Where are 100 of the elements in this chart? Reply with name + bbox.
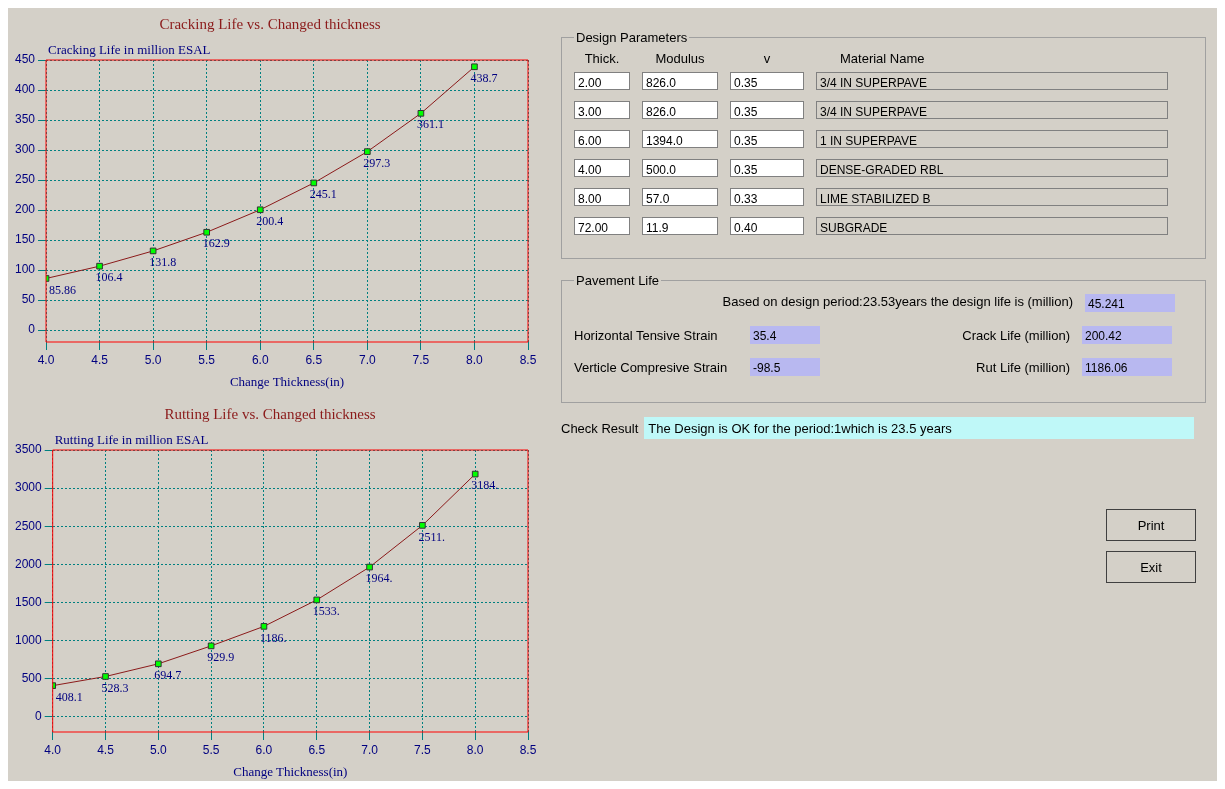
x-tick-label: 8.5: [519, 352, 537, 367]
x-tick-label: 5.5: [198, 352, 216, 367]
x-tick-label: 6.0: [251, 352, 269, 367]
x-tick-label: 7.5: [414, 742, 432, 757]
y-tick-label: 0: [35, 709, 43, 724]
x-tick-label: 6.5: [305, 352, 323, 367]
x-tick-label: 7.5: [412, 352, 430, 367]
point: [471, 63, 478, 71]
text: Pavement Life: [575, 273, 661, 288]
x-tick-label: 8.5: [519, 742, 537, 757]
y-tick-label: 150: [14, 232, 36, 247]
point: [154, 660, 162, 668]
text: Horizontal Tensive Strain: [574, 327, 719, 343]
x-tick-label: 8.0: [466, 742, 484, 757]
text: 1 IN SUPERPAVE: [816, 130, 1168, 148]
data-label: 528.3: [101, 680, 129, 695]
x-tick-label: 6.5: [308, 742, 326, 757]
data-label: 245.1: [309, 187, 337, 202]
text: 8.00: [574, 188, 630, 206]
y-tick-label: 300: [14, 142, 36, 157]
point: [207, 642, 215, 650]
text: 35.4: [750, 326, 820, 344]
text: Based on design period:23.53years the design life is (million): [722, 294, 1073, 311]
x-tick-label: 4.5: [91, 352, 109, 367]
y-tick-label: 3000: [14, 480, 43, 495]
text: 0.40: [730, 217, 804, 235]
y-tick-label: 100: [14, 262, 36, 277]
data-label: 106.4: [95, 270, 123, 285]
data-label: 408.1: [55, 689, 83, 704]
point: [203, 228, 211, 236]
data-label: 3184.: [471, 478, 499, 493]
data-label: 297.3: [363, 155, 391, 170]
text: 6.00: [574, 130, 630, 148]
text: 45.241: [1085, 294, 1175, 312]
y-tick-label: 2000: [14, 556, 43, 571]
text: Thick.: [583, 51, 621, 66]
x-tick-label: 4.5: [97, 742, 115, 757]
text: 0.35: [730, 72, 804, 90]
text: Rut Life (million): [975, 359, 1070, 375]
text: DENSE-GRADED RBL: [816, 159, 1168, 177]
text: 1186.06: [1082, 358, 1172, 376]
chart-title: Cracking Life vs. Changed thickness: [159, 15, 381, 32]
data-label: 162.9: [202, 236, 230, 251]
data-label: 85.86: [49, 282, 77, 297]
point: [96, 262, 103, 270]
y-tick-label: 3500: [14, 442, 43, 457]
text: 11.9: [642, 217, 718, 235]
text: 0.35: [730, 130, 804, 148]
y-tick-label: 400: [14, 82, 36, 97]
point: [256, 206, 264, 214]
text: 3/4 IN SUPERPAVE: [816, 101, 1168, 119]
y-tick-label: 250: [14, 172, 36, 187]
point: [310, 179, 318, 187]
text: SUBGRADE: [816, 217, 1168, 235]
x-axis-title: Change Thickness(in): [233, 763, 348, 779]
x-tick-label: 6.0: [255, 742, 273, 757]
text: 2.00: [574, 72, 630, 90]
point: [260, 623, 268, 630]
text: 4.00: [574, 159, 630, 177]
data-label: 1186.: [259, 630, 287, 645]
text: 0.33: [730, 188, 804, 206]
point: [364, 148, 371, 155]
point: [417, 110, 425, 117]
y-tick-label: 1500: [14, 594, 43, 609]
text: 0.35: [730, 101, 804, 119]
text: v: [762, 51, 772, 66]
text: Verticle Compresive Strain: [574, 359, 729, 375]
data-label: 200.4: [256, 213, 284, 228]
data-label: 929.9: [207, 650, 235, 665]
text: Material Name: [839, 51, 926, 66]
text: 200.42: [1082, 326, 1172, 344]
text: 3/4 IN SUPERPAVE: [816, 72, 1168, 90]
point: [149, 247, 157, 255]
data-label: 438.7: [470, 70, 498, 85]
x-tick-label: 5.5: [202, 742, 220, 757]
x-tick-label: 7.0: [361, 742, 379, 757]
y-tick-label: 450: [14, 52, 36, 67]
y-tick-label: 2500: [14, 518, 43, 533]
text: Exit: [1106, 551, 1196, 583]
text: 57.0: [642, 188, 718, 206]
text: -98.5: [750, 358, 820, 376]
data-label: 131.8: [149, 255, 177, 270]
text: Design Parameters: [575, 30, 689, 45]
point: [471, 470, 479, 478]
point: [366, 563, 373, 571]
text: 1394.0: [642, 130, 718, 148]
point: [313, 596, 321, 604]
text: Modulus: [654, 51, 706, 66]
text: 0.35: [730, 159, 804, 177]
text: Print: [1106, 509, 1196, 541]
text: Crack Life (million): [961, 327, 1070, 343]
text: 826.0: [642, 101, 718, 119]
y-tick-label: 500: [21, 670, 43, 685]
x-tick-label: 5.0: [149, 742, 167, 757]
y-tick-label: 1000: [14, 632, 43, 647]
data-label: 1964.: [365, 571, 393, 586]
point: [419, 522, 426, 529]
text: 500.0: [642, 159, 718, 177]
data-label: 361.1: [416, 117, 444, 132]
y-axis-title: Cracking Life in million ESAL: [48, 41, 211, 57]
